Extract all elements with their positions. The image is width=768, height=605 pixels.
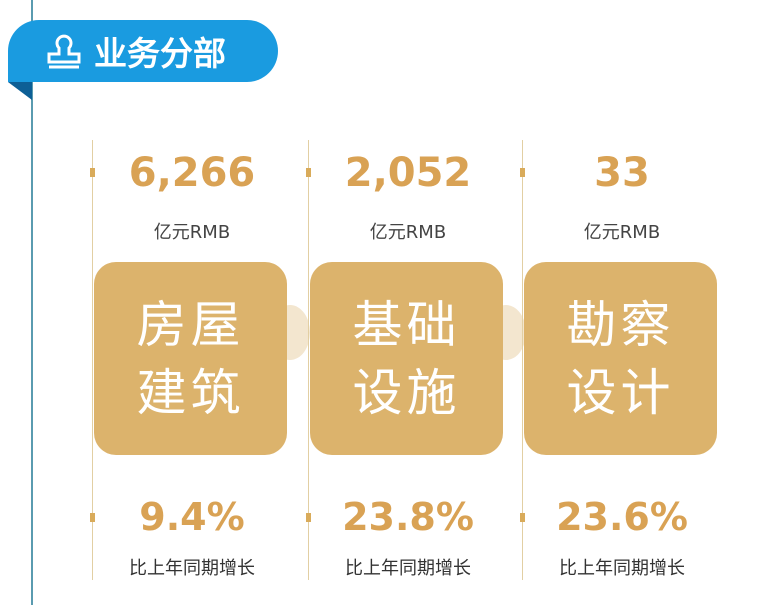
card-line: 勘察 (566, 295, 675, 354)
revenue-value: 6,266 (128, 150, 256, 196)
growth-value: 9.4% (139, 495, 245, 539)
growth-label: 比上年同期增长 (559, 558, 685, 579)
marker (306, 513, 311, 522)
growth-value: 23.8% (342, 495, 474, 539)
growth-label: 比上年同期增长 (129, 558, 255, 579)
marker (520, 168, 525, 177)
revenue-unit: 亿元RMB (583, 222, 661, 243)
revenue-value: 33 (594, 150, 650, 196)
segment-card: 基础 设施 (310, 262, 503, 455)
revenue-unit: 亿元RMB (369, 222, 447, 243)
segment-card: 勘察 设计 (524, 262, 717, 455)
section-banner: 业务分部 (8, 20, 278, 82)
divider (92, 140, 93, 580)
growth-value: 23.6% (556, 495, 688, 539)
section-title: 业务分部 (94, 34, 226, 73)
marker (306, 168, 311, 177)
marker (90, 168, 95, 177)
revenue-unit: 亿元RMB (153, 222, 231, 243)
stamp-icon (47, 34, 81, 69)
segment-card: 房屋 建筑 (94, 262, 287, 455)
card-line: 设施 (352, 363, 461, 422)
marker (90, 513, 95, 522)
marker (520, 513, 525, 522)
banner-fold (8, 82, 32, 100)
segment-housing: 6,266 亿元RMB 房屋建筑 9.4% 比上年同期增长 (90, 140, 307, 580)
card-line: 建筑 (136, 363, 245, 422)
timeline-line (31, 0, 33, 605)
segment-infrastructure: 2,052 亿元RMB 基础设施 23.8% 比上年同期增长 (306, 140, 523, 580)
card-line: 房屋 (136, 295, 245, 354)
growth-label: 比上年同期增长 (345, 558, 471, 579)
segment-survey-design: 33 亿元RMB 勘察设计 23.6% 比上年同期增长 (520, 140, 737, 580)
revenue-value: 2,052 (344, 150, 472, 196)
card-line: 基础 (352, 295, 461, 354)
divider (308, 140, 309, 580)
divider (522, 140, 523, 580)
card-line: 设计 (566, 363, 675, 422)
